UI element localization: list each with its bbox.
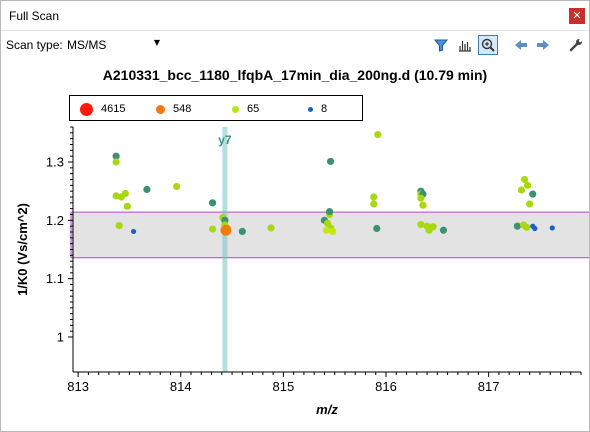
y-tick-label: 1.2 [46, 213, 64, 228]
back-arrow-icon[interactable] [511, 35, 531, 55]
data-point [326, 157, 335, 166]
scan-type-value: MS/MS [67, 38, 107, 52]
data-point [439, 226, 448, 234]
data-point [329, 227, 337, 236]
selection-band [70, 211, 589, 259]
window-title: Full Scan [9, 9, 60, 23]
data-point [112, 158, 120, 166]
data-point [374, 130, 382, 139]
data-point [173, 182, 181, 191]
legend-swatch [156, 104, 165, 114]
data-point [523, 223, 531, 231]
toolbar: Scan type: MS/MS ▼ [1, 32, 589, 58]
scan-type-label: Scan type: [6, 38, 63, 52]
marker-line [222, 127, 228, 372]
legend-label: 8 [321, 103, 328, 115]
data-point [208, 225, 217, 233]
data-point [112, 152, 120, 160]
data-point [429, 223, 437, 231]
x-tick-label: 814 [170, 379, 192, 394]
data-point [532, 225, 538, 232]
legend-item: 65 [232, 102, 259, 116]
legend-label: 548 [173, 103, 192, 115]
data-point [526, 200, 534, 208]
data-point [123, 202, 131, 210]
data-point [370, 193, 378, 201]
data-point [417, 194, 425, 202]
x-tick-label: 815 [273, 379, 295, 394]
legend-swatch [232, 105, 239, 113]
data-point [517, 186, 526, 194]
dropdown-arrow-icon: ▼ [153, 38, 160, 47]
marker-label: y7 [218, 133, 232, 147]
close-button[interactable]: ✕ [569, 8, 585, 24]
title-bar[interactable]: Full Scan ✕ [1, 1, 589, 31]
data-point [130, 228, 137, 235]
zoom-icon[interactable] [478, 35, 498, 55]
y-tick-label: 1.1 [46, 271, 64, 286]
data-point [238, 227, 246, 236]
legend-label: 4615 [101, 103, 126, 115]
data-point [370, 200, 378, 208]
data-point [373, 224, 381, 233]
data-point [115, 221, 123, 230]
legend-label: 65 [247, 103, 260, 115]
data-point [513, 222, 521, 230]
forward-arrow-icon[interactable] [533, 35, 553, 55]
data-point [143, 185, 151, 194]
data-point [520, 175, 529, 184]
legend-swatch [308, 106, 313, 112]
x-tick-label: 817 [478, 379, 500, 394]
chart-area: A210331_bcc_1180_lfqbA_17min_dia_200ng.d… [1, 59, 589, 431]
legend-item: 4615 [80, 102, 125, 116]
data-point [524, 181, 532, 189]
y-tick-label: 1.3 [46, 155, 64, 170]
filter-icon[interactable] [431, 35, 451, 55]
y-tick-label: 1 [57, 330, 64, 345]
chart-title: A210331_bcc_1180_lfqbA_17min_dia_200ng.d… [102, 67, 488, 83]
x-tick-label: 813 [67, 379, 89, 394]
legend-item: 8 [308, 102, 327, 116]
scatter-plot[interactable]: y7 813 814 815 816 817 1 1.1 1.2 1.3 m/z 1/K0 (Vs/c… [1, 59, 589, 431]
y-axis-label: 1/K0 (Vs/cm^2) [15, 203, 30, 296]
data-point [325, 207, 334, 216]
data-point [549, 225, 555, 231]
x-tick-label: 816 [375, 379, 397, 394]
scan-type-select[interactable]: MS/MS ▼ [64, 36, 164, 54]
legend-item: 548 [156, 102, 191, 116]
data-point [267, 224, 275, 232]
legend: 4615 548 65 8 [69, 95, 363, 121]
data-point [419, 201, 427, 209]
data-point [417, 220, 425, 229]
data-point [121, 189, 129, 198]
x-axis-label: m/z [316, 402, 338, 417]
spectrum-bars-icon[interactable] [455, 35, 475, 55]
legend-swatch [80, 102, 93, 116]
data-point [322, 226, 331, 234]
wrench-icon[interactable] [566, 35, 586, 55]
data-point-large [220, 224, 232, 236]
data-point [529, 190, 537, 198]
data-point [208, 199, 217, 207]
